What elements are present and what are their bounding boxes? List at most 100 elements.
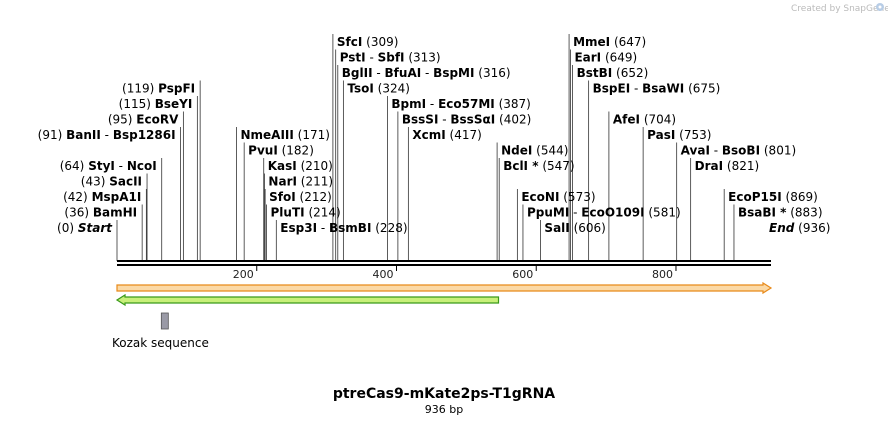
site-bspei[interactable]: BspEI - BsaWI (675) bbox=[593, 82, 721, 96]
site-label: NdeI (544) bbox=[501, 144, 568, 158]
orange-feature[interactable] bbox=[116, 281, 773, 295]
site-label: (115) BseYI bbox=[119, 97, 193, 111]
site-bseyi[interactable]: (115) BseYI bbox=[119, 97, 193, 111]
site-eari[interactable]: EarI (649) bbox=[574, 51, 637, 65]
site-position: (0) bbox=[57, 221, 74, 235]
site-position: (182) bbox=[282, 144, 314, 158]
site-position: (313) bbox=[408, 51, 440, 65]
site-sfoi[interactable]: SfoI (212) bbox=[269, 190, 332, 204]
enzyme-name: End bbox=[769, 221, 795, 235]
enzyme-name: DraI bbox=[695, 159, 723, 173]
site-position: (324) bbox=[378, 82, 410, 96]
site-mspa1i[interactable]: (42) MspA1I bbox=[63, 190, 141, 204]
site-bamhi[interactable]: (36) BamHI bbox=[64, 206, 137, 220]
site-position: (753) bbox=[679, 128, 711, 142]
site-label: EcoP15I (869) bbox=[728, 190, 818, 204]
separator: - bbox=[710, 144, 722, 158]
site-sacii[interactable]: (43) SacII bbox=[81, 175, 142, 189]
site-position: (581) bbox=[648, 206, 680, 220]
site-banii[interactable]: (91) BanII - Bsp1286I bbox=[38, 128, 176, 142]
site-nari[interactable]: NarI (211) bbox=[268, 175, 333, 189]
site-label: PasI (753) bbox=[647, 128, 711, 142]
site-sfci[interactable]: SfcI (309) bbox=[337, 35, 399, 49]
site-label: PstI - SbfI (313) bbox=[340, 51, 441, 65]
enzyme-name: MmeI bbox=[573, 35, 610, 49]
separator: - bbox=[317, 221, 329, 235]
site-pspfi[interactable]: (119) PspFI bbox=[122, 82, 195, 96]
site-pluti[interactable]: PluTI (214) bbox=[271, 206, 341, 220]
enzyme-name: Esp3I bbox=[280, 221, 317, 235]
enzyme-name: SalI bbox=[544, 221, 569, 235]
tick-label: 400 bbox=[372, 268, 393, 281]
site-nmeaiii[interactable]: NmeAIII (171) bbox=[240, 128, 329, 142]
enzyme-name: BfuAI bbox=[385, 66, 422, 80]
site-ecorv[interactable]: (95) EcoRV bbox=[108, 113, 179, 127]
site-position: (210) bbox=[301, 159, 333, 173]
separator: - bbox=[115, 159, 127, 173]
site-afei[interactable]: AfeI (704) bbox=[613, 113, 676, 127]
ruler-ticks: 200 400 600 800 bbox=[233, 265, 677, 281]
site-label: SfoI (212) bbox=[269, 190, 332, 204]
site-ppumi[interactable]: PpuMI - EcoO109I (581) bbox=[527, 206, 681, 220]
site-label: PvuI (182) bbox=[248, 144, 314, 158]
site-bpmi[interactable]: BpmI - Eco57MI (387) bbox=[391, 97, 530, 111]
site-label: (64) StyI - NcoI bbox=[60, 159, 157, 173]
enzyme-name: BpmI bbox=[391, 97, 426, 111]
tick-label: 600 bbox=[512, 268, 533, 281]
site-position: (675) bbox=[688, 82, 720, 96]
enzyme-name: BspEI bbox=[593, 82, 631, 96]
site-position: (36) bbox=[64, 206, 89, 220]
site-econi[interactable]: EcoNI (573) bbox=[521, 190, 595, 204]
site-ecop15i[interactable]: EcoP15I (869) bbox=[728, 190, 818, 204]
kozak-sequence-feature[interactable] bbox=[160, 312, 169, 330]
snapgene-logo-icon bbox=[876, 3, 884, 11]
enzyme-name: TsoI bbox=[347, 82, 373, 96]
site-bglii[interactable]: BglII - BfuAI - BspMI (316) bbox=[342, 66, 511, 80]
enzyme-name: BclI * bbox=[503, 159, 539, 173]
kozak-sequence-label: Kozak sequence bbox=[112, 336, 209, 350]
site-psti[interactable]: PstI - SbfI (313) bbox=[340, 51, 441, 65]
site-label: BclI * (547) bbox=[503, 159, 574, 173]
site-xcmi[interactable]: XcmI (417) bbox=[412, 128, 481, 142]
site-tsoi[interactable]: TsoI (324) bbox=[347, 82, 410, 96]
site-label: PpuMI - EcoO109I (581) bbox=[527, 206, 681, 220]
site-styi[interactable]: (64) StyI - NcoI bbox=[60, 159, 157, 173]
site-label: NarI (211) bbox=[268, 175, 333, 189]
site-kasi[interactable]: KasI (210) bbox=[268, 159, 333, 173]
site-bsssi[interactable]: BssSI - BssSαI (402) bbox=[402, 113, 531, 127]
site-esp3i[interactable]: Esp3I - BsmBI (228) bbox=[280, 221, 407, 235]
site-label: BssSI - BssSαI (402) bbox=[402, 113, 531, 127]
site-label: KasI (210) bbox=[268, 159, 333, 173]
site-ndei[interactable]: NdeI (544) bbox=[501, 144, 568, 158]
tick-label: 800 bbox=[652, 268, 673, 281]
site-bsabi[interactable]: BsaBI * (883) bbox=[738, 206, 823, 220]
site-position: (821) bbox=[727, 159, 759, 173]
site-position: (95) bbox=[108, 113, 133, 127]
site-position: (606) bbox=[574, 221, 606, 235]
site-label: PluTI (214) bbox=[271, 206, 341, 220]
site-label: BglII - BfuAI - BspMI (316) bbox=[342, 66, 511, 80]
site-bstbi[interactable]: BstBI (652) bbox=[577, 66, 649, 80]
enzyme-name: EcoNI bbox=[521, 190, 559, 204]
site-mmei[interactable]: MmeI (647) bbox=[573, 35, 646, 49]
green-feature[interactable] bbox=[115, 293, 500, 307]
site-end[interactable]: End (936) bbox=[769, 221, 830, 235]
site-label: NmeAIII (171) bbox=[240, 128, 329, 142]
site-label: End (936) bbox=[769, 221, 830, 235]
site-start[interactable]: (0) Start bbox=[57, 221, 113, 235]
site-label: EcoNI (573) bbox=[521, 190, 595, 204]
site-label: (91) BanII - Bsp1286I bbox=[38, 128, 176, 142]
site-bcli[interactable]: BclI * (547) bbox=[503, 159, 574, 173]
site-pasi[interactable]: PasI (753) bbox=[647, 128, 711, 142]
site-pvui[interactable]: PvuI (182) bbox=[248, 144, 314, 158]
site-drai[interactable]: DraI (821) bbox=[695, 159, 760, 173]
site-position: (869) bbox=[786, 190, 818, 204]
site-avai[interactable]: AvaI - BsoBI (801) bbox=[681, 144, 796, 158]
site-leaders bbox=[116, 34, 735, 261]
enzyme-name: SacII bbox=[109, 175, 142, 189]
site-label: (43) SacII bbox=[81, 175, 142, 189]
site-position: (883) bbox=[790, 206, 822, 220]
enzyme-name: SfcI bbox=[337, 35, 362, 49]
site-sali[interactable]: SalI (606) bbox=[544, 221, 605, 235]
